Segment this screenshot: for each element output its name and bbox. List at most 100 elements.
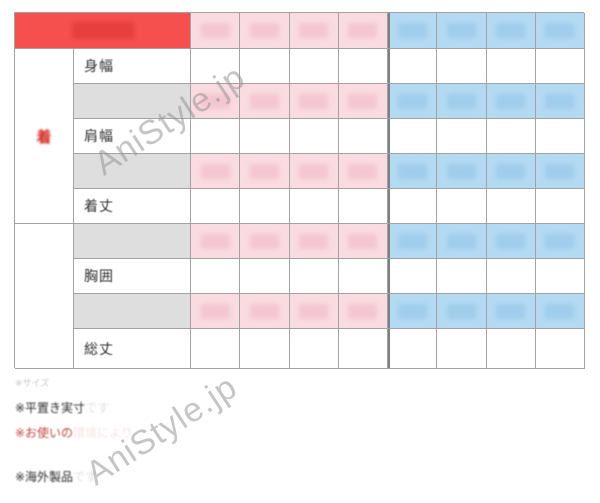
data-cell <box>240 329 290 369</box>
data-cell <box>437 329 487 369</box>
data-cell <box>289 119 339 154</box>
header-size-cell <box>191 13 241 49</box>
data-cell <box>437 224 487 259</box>
row-label: 着丈 <box>84 198 114 214</box>
data-cell <box>535 119 585 154</box>
washed-value-text <box>348 93 378 109</box>
data-cell <box>486 154 536 189</box>
data-cell <box>338 154 388 189</box>
data-cell <box>388 329 438 369</box>
washed-value-text <box>397 233 427 249</box>
footnote-faded-text: です <box>85 401 110 415</box>
data-cell <box>388 189 438 224</box>
data-cell <box>437 119 487 154</box>
washed-value-text <box>397 93 427 109</box>
header-size-cell <box>338 13 388 49</box>
data-cell <box>388 119 438 154</box>
washed-value-text <box>496 233 526 249</box>
data-cell <box>191 119 241 154</box>
washed-value-text <box>545 233 575 249</box>
washed-header-text <box>249 23 279 38</box>
left-section-upper: 着 <box>15 49 74 224</box>
washed-value-text <box>446 233 476 249</box>
washed-value-text <box>200 233 230 249</box>
washed-value-text <box>299 93 329 109</box>
washed-header-text <box>348 23 378 38</box>
footnote-1: ※サイズ <box>15 376 49 389</box>
measurement-label-cell <box>74 84 191 119</box>
data-cell <box>486 84 536 119</box>
data-cell <box>486 224 536 259</box>
measurement-label-cell <box>74 154 191 189</box>
data-cell <box>338 119 388 154</box>
data-cell <box>191 224 241 259</box>
washed-header-text <box>299 23 329 38</box>
header-size-cell <box>535 13 585 49</box>
data-cell <box>338 329 388 369</box>
data-cell <box>437 154 487 189</box>
data-cell <box>486 259 536 294</box>
washed-value-text <box>249 93 279 109</box>
washed-value-text <box>200 303 230 319</box>
row-label: 身幅 <box>84 58 114 74</box>
data-cell <box>289 154 339 189</box>
footnote-text: ※サイズ <box>15 378 50 388</box>
left-section-label: 着 <box>36 128 52 146</box>
washed-value-text <box>249 303 279 319</box>
data-cell <box>338 49 388 84</box>
data-cell <box>338 189 388 224</box>
data-cell <box>191 329 241 369</box>
header-size-cell <box>388 13 438 49</box>
washed-value-text <box>397 163 427 179</box>
data-cell <box>289 294 339 329</box>
data-cell <box>486 49 536 84</box>
measurement-label-cell: 身幅 <box>74 49 191 84</box>
data-cell <box>535 49 585 84</box>
left-section-lower <box>15 224 74 369</box>
data-cell <box>191 84 241 119</box>
footnote-text: ※お使いの <box>15 426 74 440</box>
washed-value-text <box>545 93 575 109</box>
measurement-label-cell: 総丈 <box>74 329 191 369</box>
washed-value-text <box>496 163 526 179</box>
data-cell <box>289 189 339 224</box>
washed-value-text <box>446 163 476 179</box>
washed-header-text <box>496 23 526 38</box>
washed-value-text <box>348 163 378 179</box>
data-cell <box>191 189 241 224</box>
data-cell <box>535 189 585 224</box>
data-cell <box>289 259 339 294</box>
data-cell <box>437 189 487 224</box>
row-label: 総丈 <box>84 340 114 357</box>
washed-header-text <box>397 23 427 38</box>
washed-value-text <box>200 93 230 109</box>
data-cell <box>486 189 536 224</box>
washed-header-text <box>71 22 134 39</box>
data-cell <box>191 49 241 84</box>
row-label: 胸囲 <box>84 268 114 284</box>
washed-value-text <box>249 233 279 249</box>
data-cell <box>191 294 241 329</box>
washed-header-text <box>200 23 230 38</box>
data-cell <box>388 259 438 294</box>
footnote-text: ※平置き実寸 <box>15 401 86 415</box>
footnote-3: ※お使いの環境により <box>15 424 133 441</box>
data-cell <box>289 224 339 259</box>
data-cell <box>240 189 290 224</box>
data-cell <box>437 84 487 119</box>
measurement-label-cell: 着丈 <box>74 189 191 224</box>
measurement-label-cell <box>74 224 191 259</box>
data-cell <box>388 224 438 259</box>
data-cell <box>437 259 487 294</box>
data-cell <box>535 329 585 369</box>
data-cell <box>338 84 388 119</box>
data-cell <box>535 224 585 259</box>
data-cell <box>437 49 487 84</box>
measurement-label-cell <box>74 294 191 329</box>
washed-value-text <box>446 93 476 109</box>
washed-value-text <box>397 303 427 319</box>
footnote-4: ※海外製品です <box>15 468 97 485</box>
washed-value-text <box>496 303 526 319</box>
washed-value-text <box>545 303 575 319</box>
footnote-faded-text: 環境により <box>73 426 133 440</box>
